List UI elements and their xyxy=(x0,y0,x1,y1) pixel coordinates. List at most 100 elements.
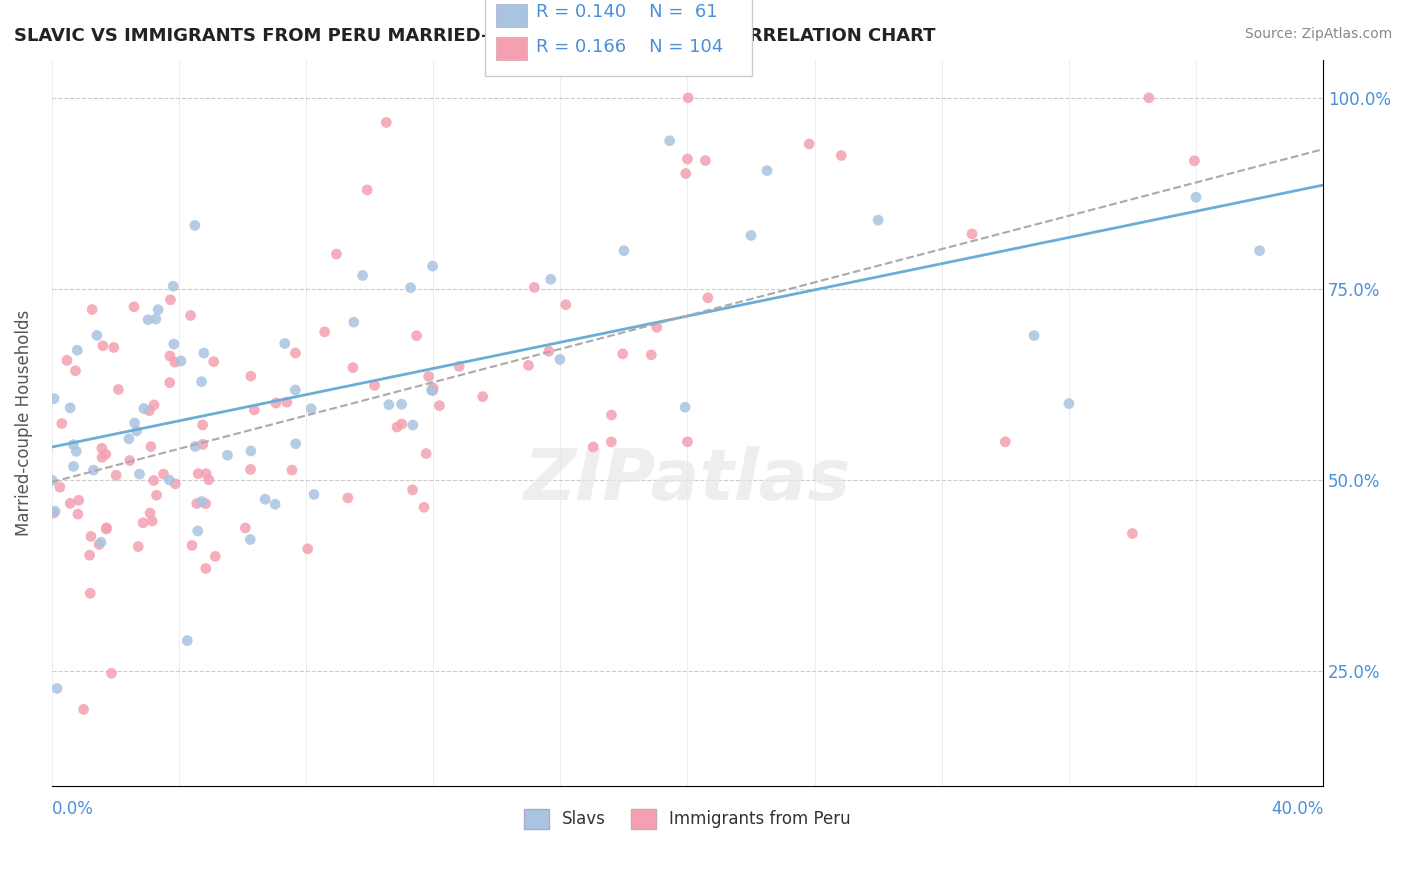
Point xyxy=(1057,396,1080,410)
Point xyxy=(66,507,89,521)
Point xyxy=(127,540,149,554)
Point xyxy=(195,467,218,481)
Point xyxy=(65,444,87,458)
Point xyxy=(413,500,436,515)
Point xyxy=(676,91,699,105)
Point xyxy=(132,516,155,530)
Point xyxy=(415,446,437,460)
Point xyxy=(314,325,336,339)
Point xyxy=(139,440,162,454)
Point xyxy=(302,487,325,501)
Point xyxy=(385,420,408,434)
Point xyxy=(202,354,225,368)
Point xyxy=(65,364,87,378)
Point xyxy=(46,681,69,696)
Point xyxy=(1022,328,1045,343)
Point xyxy=(830,148,852,162)
Point xyxy=(118,432,141,446)
Point xyxy=(186,497,208,511)
Point xyxy=(59,401,82,415)
Point xyxy=(554,298,576,312)
Point xyxy=(658,134,681,148)
Point xyxy=(56,353,79,368)
Text: R = 0.166    N = 104: R = 0.166 N = 104 xyxy=(536,38,723,56)
Text: SLAVIC VS IMMIGRANTS FROM PERU MARRIED-COUPLE HOUSEHOLDS CORRELATION CHART: SLAVIC VS IMMIGRANTS FROM PERU MARRIED-C… xyxy=(14,27,935,45)
Point xyxy=(401,483,423,497)
Point xyxy=(422,381,444,395)
Point xyxy=(274,336,297,351)
Point xyxy=(139,506,162,520)
Legend: Slavs, Immigrants from Peru: Slavs, Immigrants from Peru xyxy=(517,802,858,836)
Point xyxy=(159,293,181,307)
Point xyxy=(72,702,94,716)
Point xyxy=(391,397,413,411)
Point xyxy=(86,328,108,343)
Point xyxy=(107,383,129,397)
Point xyxy=(449,359,471,374)
Point xyxy=(1184,153,1206,168)
Point xyxy=(284,383,307,397)
Point xyxy=(695,153,717,168)
Point xyxy=(375,115,398,129)
Point xyxy=(94,447,117,461)
Point xyxy=(422,384,444,398)
Point xyxy=(239,444,262,458)
Point xyxy=(254,492,277,507)
Point xyxy=(83,463,105,477)
Point xyxy=(42,506,65,520)
Point xyxy=(264,497,287,511)
Point xyxy=(90,442,112,456)
Point xyxy=(162,279,184,293)
Point xyxy=(187,524,209,538)
Point xyxy=(264,396,287,410)
Point xyxy=(184,440,207,454)
Point xyxy=(180,309,202,323)
Point xyxy=(59,496,82,510)
Point xyxy=(399,281,422,295)
Point xyxy=(51,417,73,431)
Point xyxy=(191,437,214,451)
Point xyxy=(356,183,378,197)
Point xyxy=(193,346,215,360)
Point xyxy=(537,344,560,359)
Point xyxy=(159,376,181,390)
Point xyxy=(284,346,307,360)
Point xyxy=(243,403,266,417)
Point xyxy=(142,474,165,488)
Point xyxy=(136,312,159,326)
Point xyxy=(90,535,112,549)
Point xyxy=(299,401,322,416)
Point xyxy=(103,341,125,355)
Point xyxy=(143,398,166,412)
Point xyxy=(756,163,779,178)
Point xyxy=(420,383,443,397)
Point xyxy=(233,521,256,535)
Point xyxy=(297,541,319,556)
Point xyxy=(91,450,114,465)
Point xyxy=(217,448,239,462)
Point xyxy=(239,533,262,547)
Point xyxy=(471,390,494,404)
Point xyxy=(80,529,103,543)
Point xyxy=(523,280,546,294)
Text: 0.0%: 0.0% xyxy=(52,800,94,818)
Point xyxy=(325,247,347,261)
Point xyxy=(378,398,401,412)
Point xyxy=(600,408,623,422)
Point xyxy=(600,434,623,449)
Text: Source: ZipAtlas.com: Source: ZipAtlas.com xyxy=(1244,27,1392,41)
Point xyxy=(44,504,66,518)
Point xyxy=(281,463,304,477)
Point xyxy=(145,312,167,326)
Point xyxy=(868,213,890,227)
Point xyxy=(141,514,163,528)
Point xyxy=(138,403,160,417)
Point xyxy=(100,666,122,681)
Y-axis label: Married-couple Households: Married-couple Households xyxy=(15,310,32,536)
Point xyxy=(540,272,562,286)
Point xyxy=(124,416,146,430)
Point xyxy=(125,424,148,438)
Point xyxy=(418,369,440,384)
Point xyxy=(391,417,413,431)
Point xyxy=(740,228,762,243)
